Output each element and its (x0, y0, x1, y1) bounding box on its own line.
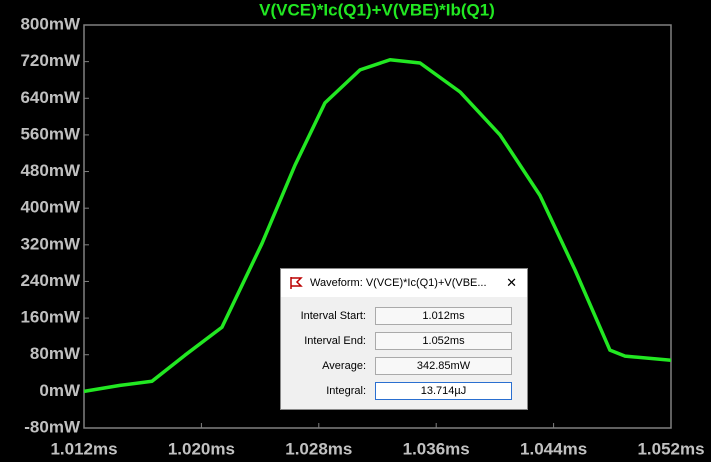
field-label: Interval End: (304, 335, 366, 347)
y-tick-label: 400mW (20, 198, 80, 217)
y-tick-label: 240mW (20, 271, 80, 290)
waveform-dialog: Waveform: V(VCE)*Ic(Q1)+V(VBE... ✕ Inter… (280, 268, 528, 410)
field-label: Interval Start: (300, 310, 366, 322)
y-tick-label: -80mW (24, 417, 81, 436)
y-tick-label: 640mW (20, 88, 80, 107)
field-value[interactable]: 13.714µJ (375, 382, 512, 400)
dialog-title-bar: Waveform: V(VCE)*Ic(Q1)+V(VBE... ✕ (281, 269, 527, 297)
y-tick-label: 720mW (20, 51, 80, 70)
y-tick-label: 80mW (30, 344, 81, 363)
field-row: Integral: 13.714µJ (281, 379, 527, 403)
field-value[interactable]: 1.052ms (375, 332, 512, 350)
field-row: Interval End: 1.052ms (281, 329, 527, 353)
x-tick-label: 1.020ms (168, 439, 235, 458)
field-label: Average: (322, 360, 366, 372)
field-value[interactable]: 342.85mW (375, 357, 512, 375)
y-tick-label: 480mW (20, 161, 80, 180)
field-value[interactable]: 1.012ms (375, 307, 512, 325)
field-row: Interval Start: 1.012ms (281, 304, 527, 328)
close-button[interactable]: ✕ (506, 275, 517, 290)
x-tick-label: 1.036ms (403, 439, 470, 458)
y-tick-label: 560mW (20, 124, 80, 143)
x-tick-label: 1.028ms (285, 439, 352, 458)
field-row: Average: 342.85mW (281, 354, 527, 378)
y-tick-label: 0mW (39, 381, 81, 400)
trace-title[interactable]: V(VCE)*Ic(Q1)+V(VBE)*Ib(Q1) (259, 0, 495, 19)
y-tick-label: 320mW (20, 234, 80, 253)
y-tick-label: 800mW (20, 14, 80, 33)
field-label: Integral: (326, 385, 366, 397)
dialog-title: Waveform: V(VCE)*Ic(Q1)+V(VBE... (310, 277, 487, 289)
x-tick-label: 1.012ms (50, 439, 117, 458)
dialog-icon (290, 277, 303, 289)
x-tick-label: 1.052ms (637, 439, 704, 458)
trace (83, 58, 672, 394)
y-tick-label: 160mW (20, 308, 80, 327)
plot-frame (83, 24, 672, 429)
x-tick-label: 1.044ms (520, 439, 587, 458)
